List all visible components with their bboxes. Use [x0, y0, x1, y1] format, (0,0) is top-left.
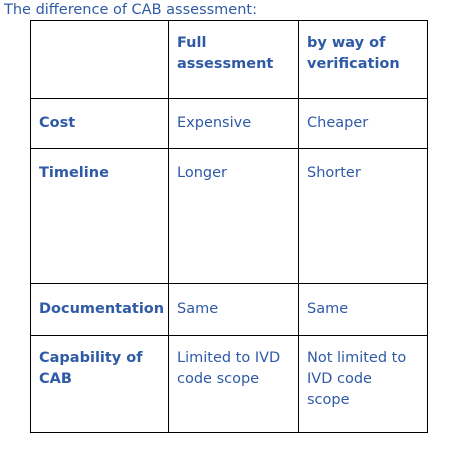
cell-documentation-full: Same — [168, 283, 299, 336]
cell-timeline-full: Longer — [168, 148, 299, 284]
table-row: Documentation Same Same — [30, 283, 428, 336]
table-row: Cost Expensive Cheaper — [30, 98, 428, 149]
cell-documentation-verification: Same — [298, 283, 428, 336]
cell-capability-full: Limited to IVD code scope — [168, 335, 299, 433]
header-cell-full-assessment: Full assessment — [168, 20, 299, 99]
cell-cost-verification: Cheaper — [298, 98, 428, 149]
row-label-documentation: Documentation — [30, 283, 169, 336]
cell-cost-full: Expensive — [168, 98, 299, 149]
table-row: Capability of CAB Limited to IVD code sc… — [30, 335, 428, 433]
document-caption: The difference of CAB assessment: — [4, 2, 257, 18]
header-cell-empty — [30, 20, 169, 99]
cell-capability-verification: Not limited to IVD code scope — [298, 335, 428, 433]
header-cell-verification: by way of verification — [298, 20, 428, 99]
row-label-timeline: Timeline — [30, 148, 169, 284]
cell-timeline-verification: Shorter — [298, 148, 428, 284]
table-row: Timeline Longer Shorter — [30, 148, 428, 284]
comparison-table: Full assessment by way of verification C… — [30, 20, 428, 433]
row-label-cost: Cost — [30, 98, 169, 149]
row-label-capability: Capability of CAB — [30, 335, 169, 433]
table-header-row: Full assessment by way of verification — [30, 20, 428, 99]
